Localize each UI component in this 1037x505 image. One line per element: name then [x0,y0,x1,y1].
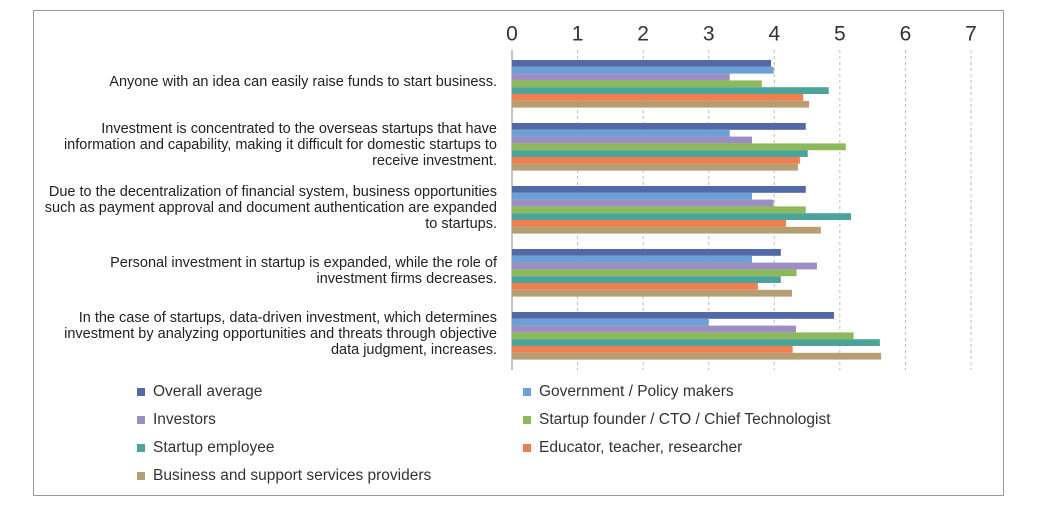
x-tick-label: 0 [506,23,518,46]
bar [512,150,808,157]
bar [512,163,798,171]
frame [33,10,1004,496]
bar [512,332,854,340]
bar [512,262,817,270]
bar [512,87,829,94]
legend-label: Startup founder / CTO / Chief Technologi… [539,411,831,428]
bar [512,206,806,214]
x-tick-label: 6 [900,23,912,46]
x-tick-label: 1 [572,23,584,46]
category-label: Personal investment in startup is expand… [110,254,497,287]
bar [512,352,882,360]
bar [512,283,758,290]
category-label: Due to the decentralization of financial… [44,183,497,232]
bar [512,123,806,130]
bar [512,192,752,200]
legend-swatch [137,472,145,480]
bar [512,325,796,333]
legend-swatch [523,444,531,452]
bar [512,199,774,207]
bar [512,186,806,193]
bar [512,66,774,74]
bar [512,226,821,234]
legend-swatch [137,416,145,424]
x-tick-label: 4 [768,23,780,46]
x-tick-label: 7 [965,23,977,46]
x-tick-label: 5 [834,23,846,46]
legend-label: Overall average [153,383,262,400]
category-label: In the case of startups, data-driven inv… [64,309,497,358]
x-tick-label: 3 [703,23,715,46]
bar [512,318,709,326]
bar [512,100,810,108]
bar [512,346,793,353]
bar [512,289,792,297]
legend-swatch [523,416,531,424]
bar [512,129,730,137]
legend-label: Investors [153,411,216,428]
x-tick-label: 2 [637,23,649,46]
category-label: Anyone with an idea can easily raise fun… [109,73,497,90]
bar [512,339,880,346]
bar [512,269,797,277]
bar [512,73,730,81]
bar [512,157,800,164]
bar [512,249,781,256]
bar [512,136,752,144]
legend-label: Business and support services providers [153,467,432,484]
bar [512,220,787,227]
legend-label: Government / Policy makers [539,383,734,400]
bar [512,255,752,263]
bar [512,276,781,283]
legend-label: Educator, teacher, researcher [539,439,742,456]
bar [512,60,772,67]
legend-label: Startup employee [153,439,275,456]
bar [512,94,804,101]
bar [512,312,834,319]
legend-swatch [137,444,145,452]
category-label: Investment is concentrated to the overse… [63,120,497,169]
bar [512,143,846,151]
bar [512,80,762,88]
legend-swatch [523,388,531,396]
legend-swatch [137,388,145,396]
bar [512,213,852,220]
